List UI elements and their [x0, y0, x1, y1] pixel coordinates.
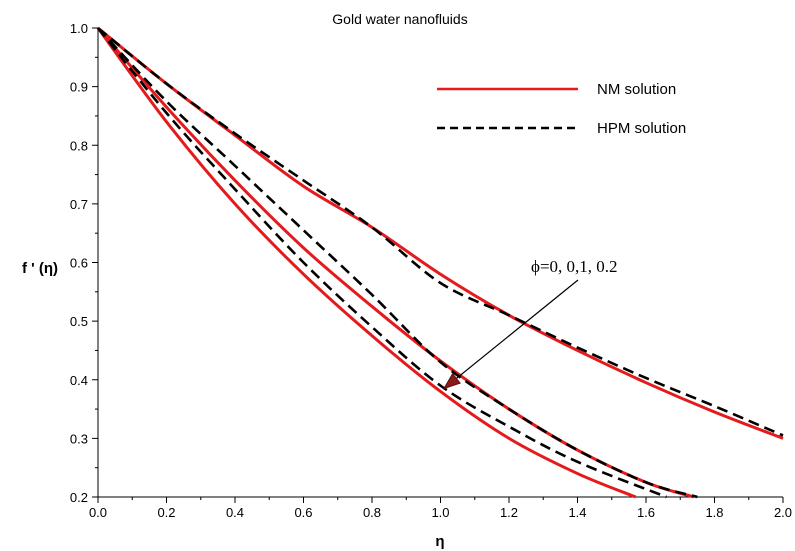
- x-tick-label: 1.8: [705, 505, 723, 520]
- series-line-4: [97, 27, 698, 499]
- y-tick-label: 0.7: [70, 197, 88, 212]
- series-line-5: [96, 27, 637, 499]
- x-tick-label: 0.0: [89, 505, 107, 520]
- y-tick-label: 0.3: [70, 431, 88, 446]
- annotation-label: ϕ=0, 0,1, 0.2: [531, 257, 618, 276]
- y-tick-label: 1.0: [70, 21, 88, 36]
- x-tick-label: 1.4: [568, 505, 586, 520]
- series-line-2: [97, 26, 784, 437]
- y-tick-label: 0.8: [70, 138, 88, 153]
- y-tick-label: 0.6: [70, 256, 88, 271]
- legend-label-1: NM solution: [597, 81, 676, 98]
- legend-label-2: HPM solution: [597, 120, 686, 137]
- x-tick-label: 1.2: [500, 505, 518, 520]
- series-line-6: [96, 27, 668, 499]
- annotation-arrow-line: [443, 279, 579, 390]
- legend: NM solution HPM solution: [437, 81, 686, 137]
- chart-title: Gold water nanofluids: [332, 11, 467, 27]
- y-tick-label: 0.5: [70, 314, 88, 329]
- x-tick-label: 0.6: [294, 505, 312, 520]
- x-tick-label: 0.2: [157, 505, 175, 520]
- series-group: [96, 26, 784, 499]
- annotation-arrowhead: [442, 372, 461, 390]
- annotation: ϕ=0, 0,1, 0.2: [442, 257, 618, 390]
- x-tick-label: 0.8: [363, 505, 381, 520]
- y-axis-label: f ' (η): [22, 260, 58, 277]
- axes: 0.0 0.2 0.4 0.6 0.8 1.0 1.2 1.4 1.6 1.8 2.00.20.30…: [70, 21, 792, 520]
- y-tick-label: 0.2: [70, 490, 88, 505]
- x-axis-label: η: [435, 533, 444, 550]
- y-tick-label: 0.9: [70, 80, 88, 95]
- series-line-3: [96, 27, 695, 499]
- x-tick-label: 2.0: [774, 505, 792, 520]
- x-tick-label: 1.0: [431, 505, 449, 520]
- x-tick-label: 0.4: [226, 505, 244, 520]
- y-tick-label: 0.4: [70, 373, 88, 388]
- x-tick-label: 1.6: [637, 505, 655, 520]
